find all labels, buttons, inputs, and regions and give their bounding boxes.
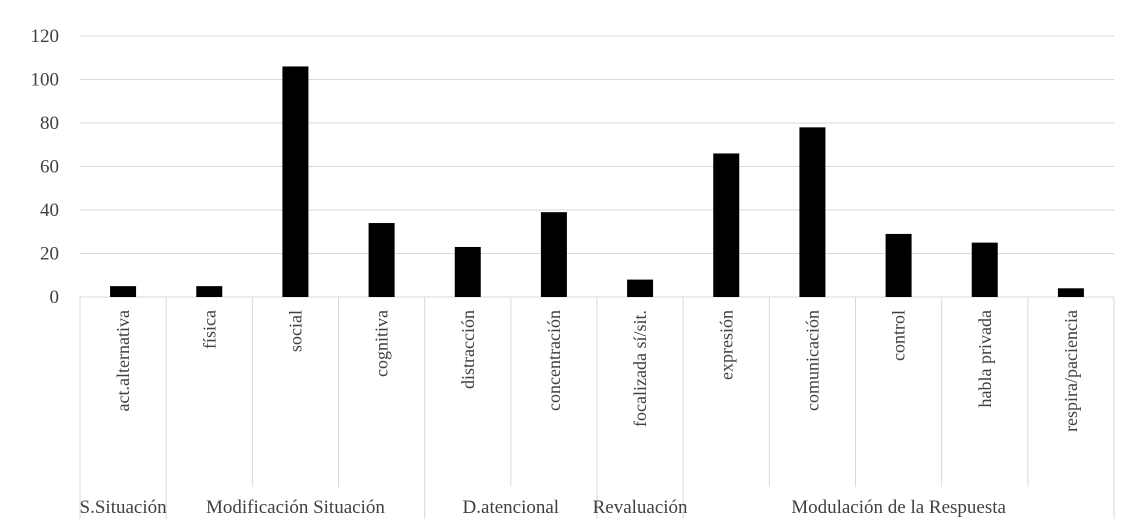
y-tick-label: 80 [40, 113, 59, 134]
bar-10 [971, 242, 998, 297]
group-label: S.Situación [80, 497, 168, 518]
category-label: física [199, 310, 219, 349]
y-tick-label: 60 [40, 157, 59, 178]
category-label: act.alternativa [113, 310, 133, 411]
y-tick-label: 120 [31, 26, 60, 47]
y-tick-label: 20 [40, 244, 59, 265]
bar-8 [799, 127, 826, 297]
category-label: concentración [544, 310, 564, 411]
bar-3 [368, 223, 395, 297]
category-label: expresión [716, 310, 736, 380]
y-tick-label: 0 [50, 287, 60, 308]
category-label: habla privada [975, 310, 995, 407]
bar-2 [282, 66, 309, 297]
bar-11 [1057, 288, 1084, 297]
group-label: D.atencional [463, 497, 560, 518]
bar-0 [110, 286, 137, 297]
bar-1 [196, 286, 223, 297]
bar-6 [627, 279, 654, 297]
category-label: cognitiva [372, 310, 392, 377]
group-label: Revaluación [593, 497, 688, 518]
category-label: comunicación [802, 310, 822, 411]
category-label: control [889, 310, 909, 361]
group-label: Modificación Situación [206, 497, 385, 518]
bar-4 [454, 246, 481, 297]
group-label: Modulación de la Respuesta [791, 497, 1006, 518]
category-label: focalizada sí/sit. [630, 310, 650, 427]
y-tick-label: 40 [40, 200, 59, 221]
bar-5 [540, 212, 567, 297]
bar-7 [713, 153, 740, 297]
y-tick-label: 100 [31, 70, 60, 91]
category-label: respira/paciencia [1061, 310, 1081, 432]
category-label: social [285, 310, 305, 352]
bar-9 [885, 233, 912, 297]
category-label: distracción [458, 310, 478, 389]
